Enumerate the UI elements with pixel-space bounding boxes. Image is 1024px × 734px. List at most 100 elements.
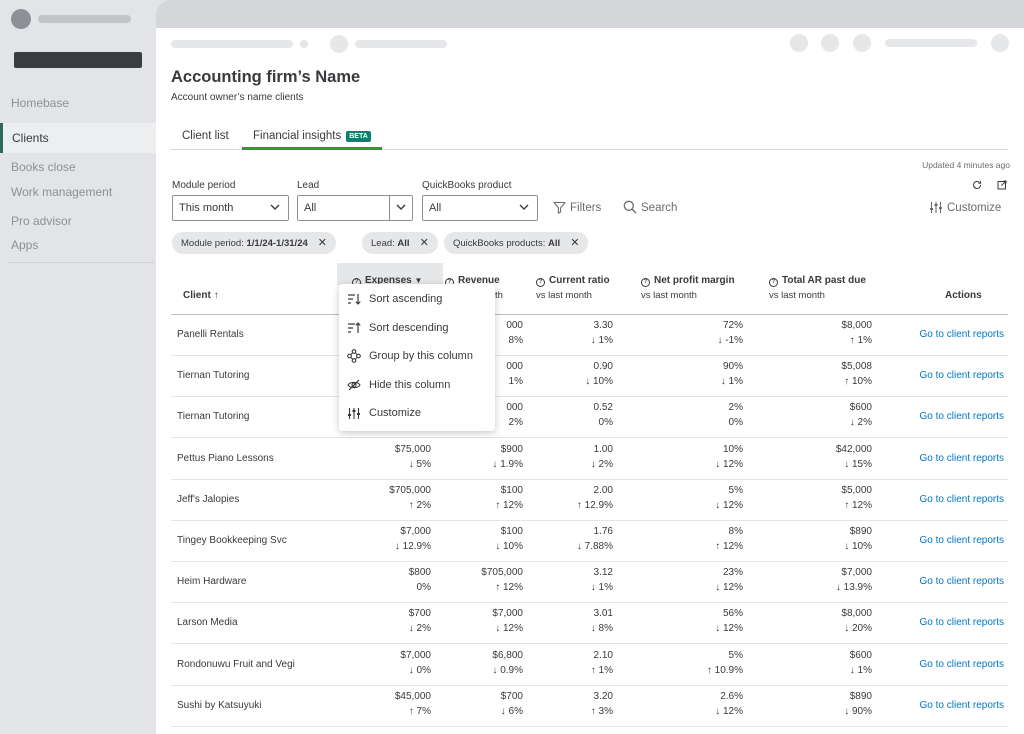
go-to-client-reports-link[interactable]: Go to client reports <box>919 329 1004 340</box>
nav-profile-placeholder[interactable] <box>991 34 1009 52</box>
cell-change: ↑ 1% <box>590 664 613 676</box>
chip-value: 1/1/24-1/31/24 <box>246 238 308 249</box>
cell-change: ↓ -1% <box>717 335 743 346</box>
go-to-client-reports-link[interactable]: Go to client reports <box>919 452 1004 464</box>
sidebar-item-work-management[interactable]: Work management <box>11 185 113 199</box>
updated-timestamp: Updated 4 minutes ago <box>922 160 1010 170</box>
refresh-icon[interactable] <box>972 180 982 190</box>
cell-client-name: Larson Media <box>177 617 238 629</box>
expenses-header-highlight <box>337 263 443 285</box>
cell-change: ↓ 90% <box>844 705 872 717</box>
page-title: Accounting firm’s Name <box>171 68 361 86</box>
menu-item-sort-ascending[interactable]: Sort ascending <box>339 285 495 314</box>
close-icon[interactable]: ✕ <box>570 237 580 249</box>
filters-button[interactable]: Filters <box>553 199 601 217</box>
cell-net-profit-margin: 8% ↑ 12% <box>715 525 743 554</box>
nav-icon-placeholder[interactable] <box>853 34 871 52</box>
cell-value: $700 <box>500 690 523 702</box>
sidebar-item-clients[interactable]: Clients <box>0 123 156 153</box>
cell-value: 3.20 <box>593 690 613 702</box>
column-header-current-ratio[interactable]: ? Current ratio vs last month <box>536 275 610 301</box>
menu-item-hide-column[interactable]: Hide this column <box>339 371 495 400</box>
column-header-total-ar-past-due[interactable]: ? Total AR past due vs last month <box>769 275 866 301</box>
go-to-client-reports-link[interactable]: Go to client reports <box>919 617 1004 629</box>
menu-item-sort-descending[interactable]: Sort descending <box>339 314 495 343</box>
cell-value: 000 <box>506 402 523 414</box>
menu-item-label: Sort descending <box>369 321 449 334</box>
help-icon: ? <box>769 278 778 287</box>
cell-net-profit-margin: 10% ↓ 12% <box>715 443 743 472</box>
header-divider <box>171 314 1008 315</box>
close-icon[interactable]: ✕ <box>317 237 327 249</box>
cell-value: $75,000 <box>394 443 431 455</box>
tab-financial-insights[interactable]: Financial insights BETA <box>242 123 382 150</box>
sidebar-item-pro-advisor[interactable]: Pro advisor <box>11 214 72 228</box>
table-row: Sushi by Katsuyuki $45,000 ↑ 7% $700 ↓ 6% 3.2… <box>171 686 1008 727</box>
cell-value: 5% <box>728 484 743 496</box>
table-row: Larson Media $700 ↓ 2% $7,000 ↓ 12% 3.01 ↓ 8% 5… <box>171 603 1008 645</box>
close-icon[interactable]: ✕ <box>419 237 429 249</box>
column-header-client[interactable]: Client ↑ <box>183 290 219 301</box>
nav-avatar-placeholder[interactable] <box>330 35 348 53</box>
cell-change: ↓ 1% <box>720 376 743 388</box>
menu-item-group-by-column[interactable]: Group by this column <box>339 342 495 371</box>
go-to-client-reports-link[interactable]: Go to client reports <box>919 658 1004 670</box>
filter-chip-quickbooks-products: QuickBooks products: All ✕ <box>444 232 589 254</box>
cell-value: $5,000 <box>841 484 872 496</box>
go-to-client-reports-link[interactable]: Go to client reports <box>919 576 1004 588</box>
cell-change: ↓ 12.9% <box>394 541 431 552</box>
sliders-icon <box>930 202 942 213</box>
go-to-client-reports-link[interactable]: Go to client reports <box>919 493 1004 505</box>
tab-client-list[interactable]: Client list <box>171 123 240 150</box>
table-row: Tiernan Tutoring 000 1% 0.90 ↓ 10% 90% ↓ 1% $5,… <box>171 356 1008 398</box>
quickbooks-product-label: QuickBooks product <box>422 180 512 191</box>
go-to-client-reports-link[interactable]: Go to client reports <box>919 535 1004 546</box>
column-header-actions: Actions <box>945 290 982 301</box>
header-label: Revenue <box>458 275 500 286</box>
chip-key: Module period: <box>181 238 247 249</box>
cell-revenue: 000 8% <box>506 319 523 348</box>
go-to-client-reports-link[interactable]: Go to client reports <box>919 411 1004 423</box>
select-value: All <box>304 202 317 214</box>
cell-change: 0% <box>416 582 431 594</box>
cell-value: $100 <box>500 484 523 496</box>
cell-change: ↑ 3% <box>590 705 613 717</box>
cell-net-profit-margin: 5% ↑ 10.9% <box>707 649 743 678</box>
cell-change: ↓ 12% <box>715 705 743 717</box>
cell-client-name: Sushi by Katsuyuki <box>177 699 262 711</box>
cell-revenue: 000 2% <box>506 401 523 430</box>
quickbooks-product-select[interactable]: All <box>422 195 538 221</box>
cell-value: 000 <box>506 361 523 373</box>
cell-total-ar-past-due: $600 ↓ 2% <box>850 401 872 430</box>
cell-value: 2.10 <box>593 649 613 661</box>
customize-button[interactable]: Customize <box>929 199 1001 217</box>
cell-value: $705,000 <box>481 567 523 579</box>
menu-item-customize[interactable]: Customize <box>339 399 495 428</box>
nav-icon-placeholder[interactable] <box>790 34 808 52</box>
lead-select[interactable]: All <box>297 195 413 221</box>
cell-value: 8% <box>728 526 743 537</box>
header-sublabel: vs last month <box>769 290 825 301</box>
cell-value: 72% <box>722 320 743 331</box>
export-icon[interactable] <box>997 180 1007 190</box>
cell-change: ↑ 12% <box>495 499 523 511</box>
cell-net-profit-margin: 90% ↓ 1% <box>721 360 743 389</box>
sidebar-item-homebase[interactable]: Homebase <box>11 96 70 110</box>
cell-change: ↓ 2% <box>590 458 613 470</box>
cell-total-ar-past-due: $8,000 ↓ 20% <box>841 607 872 636</box>
nav-icon-placeholder[interactable] <box>821 34 839 52</box>
cell-change: ↑ 7% <box>408 705 431 717</box>
sidebar: Homebase Clients Books close Work manage… <box>0 0 156 734</box>
module-period-select[interactable]: This month <box>172 195 289 221</box>
column-header-net-profit-margin[interactable]: ? Net profit margin vs last month <box>641 275 735 301</box>
go-to-client-reports-link[interactable]: Go to client reports <box>919 370 1004 382</box>
cell-client-name: Pettus Piano Lessons <box>177 452 274 464</box>
cell-expenses: $800 0% <box>409 566 431 595</box>
sliders-icon <box>348 407 360 419</box>
sidebar-item-books-close[interactable]: Books close <box>11 160 76 174</box>
go-to-client-reports-link[interactable]: Go to client reports <box>919 699 1004 711</box>
cell-change: ↓ 2% <box>408 623 431 635</box>
sidebar-item-apps[interactable]: Apps <box>11 238 39 252</box>
search-button[interactable]: Search <box>623 199 677 217</box>
menu-item-label: Hide this column <box>369 378 451 391</box>
